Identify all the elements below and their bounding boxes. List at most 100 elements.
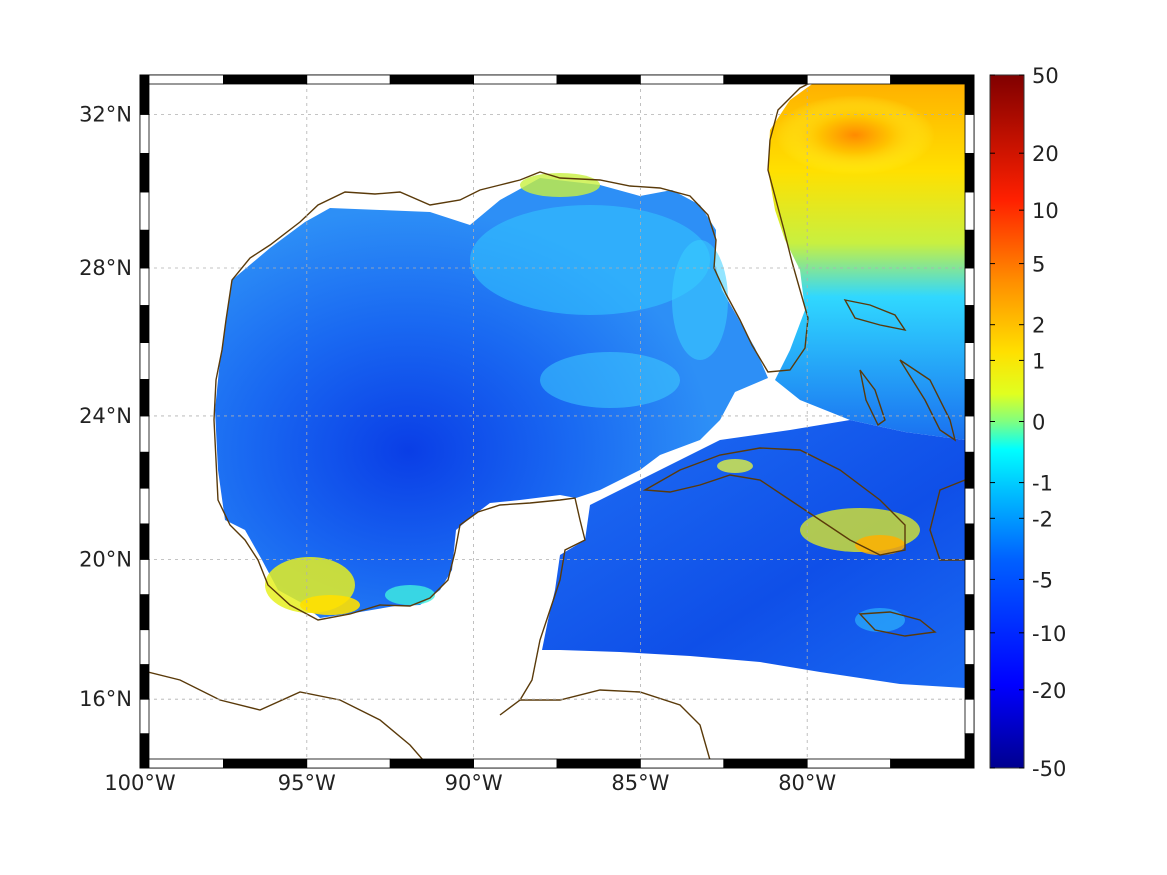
frame-segment-left (139, 594, 150, 631)
frame-segment-bottom (222, 758, 308, 769)
bahamas-coast (843, 299, 957, 442)
frame-segment-left (139, 152, 150, 193)
coastlines (140, 77, 969, 768)
frame-segment-right (964, 229, 975, 269)
colorbar-tick-label: 10 (1032, 199, 1059, 223)
grid-lines (140, 75, 974, 768)
frame-segment-right (964, 451, 975, 489)
map-frame (139, 74, 975, 769)
frame-segment-right (964, 415, 975, 453)
frame-segment-left (139, 415, 150, 453)
lon-tick-label: 100°W (104, 771, 176, 795)
atlantic-hot-spot (775, 95, 935, 175)
frame-segment-top (806, 74, 892, 85)
frame-segment-left (139, 305, 150, 343)
cuba-coast (642, 447, 906, 556)
frame-segment-top (723, 74, 808, 85)
frame-segment-right (964, 267, 975, 306)
gulf-yellow-patch (520, 173, 600, 197)
frame-segment-left (139, 74, 150, 115)
data-field (215, 82, 965, 688)
colorbar-tick-label: -1 (1032, 472, 1053, 496)
frame-segment-bottom (806, 758, 892, 769)
frame-segment-top (890, 74, 975, 85)
frame-segment-left (139, 267, 150, 306)
colorbar-tick-label: 50 (1032, 64, 1059, 88)
us-gulf-coast (225, 77, 821, 373)
frame-segment-top (556, 74, 641, 85)
frame-segment-left (139, 191, 150, 231)
gulf-cyan-patch (385, 585, 435, 605)
frame-segment-top (473, 74, 558, 85)
honduras-coast (520, 689, 711, 761)
frame-segment-left (139, 698, 150, 735)
frame-segment-bottom (306, 758, 391, 769)
frame-segment-right (964, 523, 975, 560)
frame-segment-top (139, 74, 224, 85)
lon-tick-label: 90°W (445, 771, 503, 795)
frame-segment-left (139, 664, 150, 700)
lat-tick-label: 24°N (79, 404, 132, 428)
frame-segment-right (964, 664, 975, 700)
gulf-light-patch (470, 205, 710, 315)
frame-segment-right (964, 733, 975, 769)
colorbar-tick-label: 1 (1032, 349, 1045, 373)
hispaniola-coast (929, 478, 969, 561)
frame-segment-top (389, 74, 475, 85)
frame-segment-right (964, 379, 975, 417)
frame-segment-bottom (556, 758, 641, 769)
lat-tick-labels: 32°N 28°N 24°N 20°N 16°N (79, 102, 132, 711)
frame-segment-left (139, 114, 150, 154)
lon-tick-labels: 100°W 95°W 90°W 85°W 80°W (104, 771, 836, 795)
atlantic-field (768, 82, 965, 440)
central-america-coast (140, 669, 431, 768)
frame-segment-top (222, 74, 308, 85)
colorbar-tick-label: 2 (1032, 314, 1045, 338)
colorbar-tick-label: -50 (1032, 757, 1066, 781)
lat-tick-label: 28°N (79, 256, 132, 280)
frame-segment-left (139, 733, 150, 769)
frame-segment-bottom (723, 758, 808, 769)
frame-segment-bottom (640, 758, 725, 769)
frame-segment-left (139, 558, 150, 596)
lat-tick-label: 32°N (79, 102, 132, 126)
lon-tick-label: 95°W (278, 771, 336, 795)
gulf-yellow-patch (300, 595, 360, 615)
colorbar (989, 74, 1025, 769)
gulf-light-patch (672, 240, 728, 360)
colorbar-tick-label: -10 (1032, 622, 1066, 646)
frame-segment-right (964, 487, 975, 525)
caribbean-light-patch (855, 535, 905, 555)
frame-segment-right (964, 152, 975, 193)
colorbar-tick-label: 5 (1032, 253, 1045, 277)
frame-segment-left (139, 229, 150, 269)
frame-segment-right (964, 558, 975, 596)
frame-segment-right (964, 305, 975, 343)
frame-segment-left (139, 451, 150, 489)
caribbean-light-patch (855, 608, 905, 632)
lon-tick-label: 85°W (611, 771, 669, 795)
gulf-light-patch (540, 352, 680, 408)
colorbar-tick-label: -2 (1032, 507, 1053, 531)
colorbar-tick-label: 0 (1032, 411, 1045, 435)
frame-segment-right (964, 698, 975, 735)
lat-tick-label: 16°N (79, 687, 132, 711)
mexico-gulf-coast (213, 319, 586, 716)
frame-segment-bottom (139, 758, 224, 769)
frame-segment-bottom (473, 758, 558, 769)
frame-segment-top (306, 74, 391, 85)
frame-segment-right (964, 74, 975, 115)
frame-segment-left (139, 487, 150, 525)
lon-tick-label: 80°W (778, 771, 836, 795)
frame-segment-right (964, 114, 975, 154)
colorbar-tick-label: -20 (1032, 679, 1066, 703)
jamaica-coast (858, 611, 937, 637)
caribbean-light-patch (717, 459, 753, 473)
frame-segment-left (139, 629, 150, 665)
frame-segment-bottom (890, 758, 975, 769)
frame-segment-right (964, 342, 975, 380)
colorbar-tick-label: -5 (1032, 568, 1053, 592)
colorbar-tick-label: 20 (1032, 142, 1059, 166)
